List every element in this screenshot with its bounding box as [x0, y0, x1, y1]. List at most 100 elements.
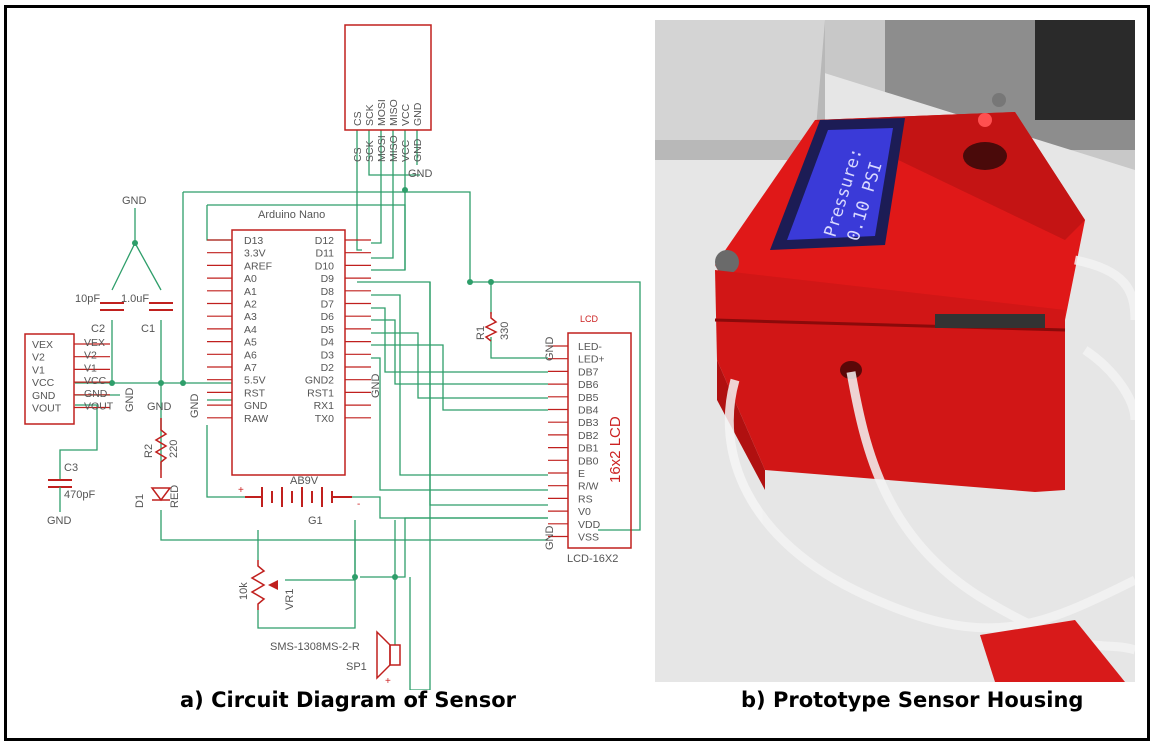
- sd-pin-labels: CS SCK MOSI MISO VCC GND: [352, 99, 424, 126]
- nano-left-pin: A1: [244, 286, 257, 298]
- sd-net-label: MISO: [388, 135, 400, 162]
- lcd-pin-label: DB1: [578, 443, 599, 455]
- nano-right-pin: D12: [315, 235, 334, 247]
- nano-right-pin: D2: [321, 362, 335, 374]
- nano-left-pin: D13: [244, 235, 263, 247]
- nano-right-pin: RX1: [314, 400, 335, 412]
- c1-value: 1.0uF: [121, 293, 149, 305]
- tubing: [724, 255, 1135, 655]
- sd-pin-label: GND: [412, 102, 424, 126]
- sd-net-label: SCK: [364, 140, 376, 162]
- lcd-pin-label: LED+: [578, 354, 605, 366]
- lcd-pin-label: R/W: [578, 481, 599, 493]
- c3-value: 470pF: [64, 489, 95, 501]
- sd-pin-label: SCK: [364, 104, 376, 126]
- sd-pin-label: CS: [352, 111, 364, 126]
- nano-right-pin: D3: [321, 349, 335, 361]
- sd-net-label: CS: [352, 147, 364, 162]
- nano-left-pin: GND: [244, 400, 268, 412]
- nano-left-pin: A7: [244, 362, 257, 374]
- r2-name: R2: [143, 444, 155, 458]
- battery-value: AB9V: [290, 475, 319, 487]
- sd-net-label: GND: [412, 138, 424, 162]
- sensor-net-label: VOUT: [84, 401, 114, 413]
- lcd-title: 16x2 LCD: [607, 416, 624, 483]
- nano-left-pin: A5: [244, 337, 257, 349]
- speaker-value: SMS-1308MS-2-R: [270, 641, 360, 653]
- nano-right-pin: D5: [321, 324, 335, 336]
- nano-right-pin: RST1: [307, 387, 334, 399]
- lcd-gnd-bottom: GND: [544, 526, 556, 551]
- sensor-pin-label: V1: [32, 364, 45, 376]
- lcd-pin-label: DB4: [578, 405, 599, 417]
- sd-net-label: VCC: [400, 139, 412, 162]
- sd-module: [344, 24, 432, 131]
- lcd-pin-label: VSS: [578, 532, 599, 544]
- prototype-photo: Pressure: 0.10 PSI: [655, 20, 1135, 682]
- nano-right-pin: D7: [321, 299, 335, 311]
- capacitor-c2: [100, 302, 124, 311]
- c2-name: C2: [91, 323, 105, 335]
- lcd-pin-labels: LED-LED+DB7DB6DB5DB4DB3DB2DB1DB0ER/WRSV0…: [548, 341, 605, 544]
- speaker-plus: +: [385, 676, 391, 687]
- sd-net-label: MOSI: [376, 135, 388, 162]
- screw-side: [715, 250, 739, 274]
- nano-left-pin: A6: [244, 349, 257, 361]
- gnd-nano-left: GND: [189, 394, 201, 419]
- sd-gnd-label: GND: [408, 168, 433, 180]
- potentiometer-vr1: [250, 560, 266, 610]
- nano-right-pin: GND2: [305, 375, 334, 387]
- lcd-pin-label: DB6: [578, 379, 599, 391]
- nano-left-pin: A3: [244, 311, 257, 323]
- lcd-screen: [787, 128, 893, 240]
- nano-right-pin: TX0: [315, 413, 334, 425]
- sensor-net-label: VEX: [84, 337, 105, 349]
- sensor-pin-label: GND: [32, 390, 56, 402]
- lcd-pin-label: DB3: [578, 417, 599, 429]
- gnd-c3: GND: [47, 515, 72, 527]
- resistor-r2: [154, 418, 168, 478]
- nano-left-pin: 5.5V: [244, 375, 266, 387]
- lcd-pin-label: DB0: [578, 455, 599, 467]
- led-light: [978, 113, 992, 127]
- lcd-pin-label: LED-: [578, 341, 602, 353]
- nano-title: Arduino Nano: [258, 209, 325, 221]
- nano-left-pin: A0: [244, 273, 257, 285]
- buzzer-hole: [963, 142, 1007, 170]
- lcd-tag: LCD: [580, 314, 599, 324]
- r1-name: R1: [475, 326, 487, 340]
- resistor-r1: [484, 312, 498, 342]
- sensor-pin-label: VCC: [32, 377, 55, 389]
- sd-pin-label: MISO: [388, 99, 400, 126]
- pot-value: 10k: [238, 582, 250, 600]
- lcd-pin-label: DB2: [578, 430, 599, 442]
- nano-right-pin: D6: [321, 311, 335, 323]
- gnd-r2: GND: [147, 401, 172, 413]
- battery-plus: +: [238, 485, 244, 496]
- nano-left-pin: A4: [244, 324, 257, 336]
- led-d1: [150, 487, 172, 502]
- battery-g1: [245, 487, 352, 507]
- pot-name: VR1: [284, 589, 296, 610]
- battery-minus: -: [357, 499, 360, 510]
- capacitor-c3: [48, 479, 72, 488]
- sd-pin-label: MOSI: [376, 99, 388, 126]
- nano-left-pin: A2: [244, 299, 257, 311]
- sensor-net-label: VCC: [84, 375, 107, 387]
- sensor-net-label: V2: [84, 350, 97, 362]
- lcd-pin-label: VDD: [578, 519, 601, 531]
- c3-name: C3: [64, 462, 78, 474]
- sd-pin-label: VCC: [400, 103, 412, 126]
- nano-right-pin: D8: [321, 286, 335, 298]
- c2-value: 10pF: [75, 293, 100, 305]
- lcd-pin-label: DB7: [578, 366, 599, 378]
- lcd-gnd-top: GND: [544, 337, 556, 362]
- r2-value: 220: [168, 440, 180, 458]
- lcd-pin-label: DB5: [578, 392, 599, 404]
- nano-gnd-label: GND: [370, 374, 382, 399]
- nano-left-pin: 3.3V: [244, 248, 266, 260]
- circuit-diagram: CS SCK MOSI MISO VCC GND CS SCK MOSI MISO VCC GND …: [24, 24, 641, 690]
